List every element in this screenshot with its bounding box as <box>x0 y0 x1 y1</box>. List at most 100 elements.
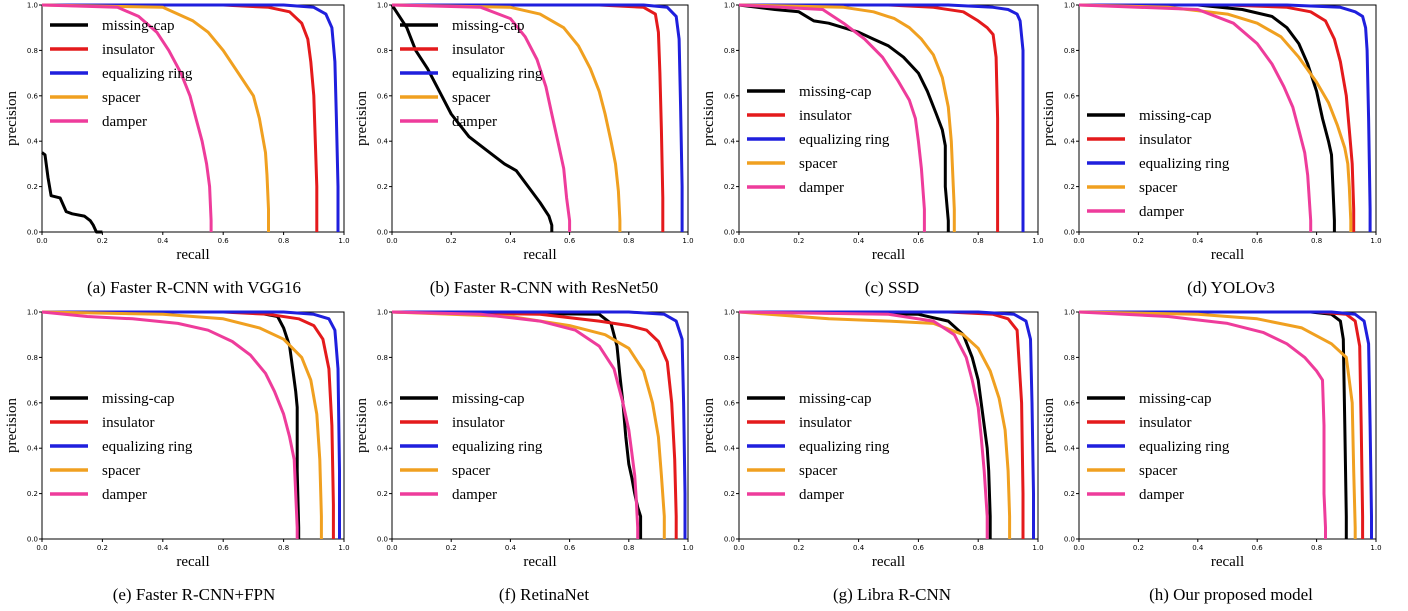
series-line-equalizing-ring <box>392 310 687 539</box>
x-axis-label: recall <box>872 554 905 570</box>
y-tick-label: 0.2 <box>1064 490 1075 498</box>
y-tick-label: 0.6 <box>377 399 389 407</box>
legend-label: insulator <box>102 415 155 431</box>
x-tick-label: 0.6 <box>218 237 230 245</box>
y-tick-label: 0.4 <box>1064 138 1076 146</box>
caption-g: (g) Libra R-CNN <box>832 585 952 604</box>
series-line-equalizing-ring <box>739 310 1035 539</box>
plot-frame <box>1078 311 1377 540</box>
legend-label: missing-cap <box>799 84 872 100</box>
x-tick-label: 0.8 <box>623 544 634 552</box>
x-tick-label: 1.0 <box>338 237 349 245</box>
legend-label: insulator <box>1139 415 1192 431</box>
series-line-damper <box>738 3 926 232</box>
x-tick-label: 0.4 <box>1192 544 1204 552</box>
y-tick-label: 0.0 <box>724 229 735 237</box>
caption-d: (d) YOLOv3 <box>1187 278 1275 297</box>
x-tick-label: 1.0 <box>682 237 693 245</box>
y-tick-label: 0.8 <box>724 354 735 362</box>
x-tick-label: 0.2 <box>793 237 804 245</box>
chart-panel-a: 0.0 0.2 0.4 0.6 0.8 1.0 0.0 0.2 0.4 0.6 0.8 1.0 reca… <box>4 2 350 264</box>
x-tick-label: 0.0 <box>36 544 47 552</box>
y-tick-label: 0.8 <box>1064 47 1075 55</box>
legend-label: equalizing ring <box>102 66 193 82</box>
legend-label: equalizing ring <box>1139 156 1230 172</box>
series-line-spacer <box>1078 3 1353 232</box>
x-tick-label: 0.8 <box>973 544 984 552</box>
y-tick-label: 0.2 <box>724 490 735 498</box>
legend: missing-cap insulator equalizing ring space… <box>400 391 543 503</box>
plot-frame <box>738 311 1039 540</box>
y-tick-label: 0.6 <box>27 92 39 100</box>
y-tick-label: 0.6 <box>377 92 389 100</box>
x-tick-label: 0.8 <box>1311 544 1322 552</box>
y-tick-label: 1.0 <box>724 309 735 317</box>
legend-label: damper <box>102 487 147 503</box>
x-tick-label: 0.0 <box>386 544 397 552</box>
x-tick-label: 1.0 <box>338 544 349 552</box>
plot-frame <box>391 4 689 233</box>
y-axis-label: precision <box>354 91 370 146</box>
legend-label: missing-cap <box>452 391 525 407</box>
series-line-spacer <box>41 310 323 539</box>
legend-label: spacer <box>452 463 490 479</box>
legend-label: equalizing ring <box>452 66 543 82</box>
y-tick-label: 0.2 <box>377 183 388 191</box>
y-tick-label: 1.0 <box>1064 309 1075 317</box>
chart-panel-c: 0.0 0.2 0.4 0.6 0.8 1.0 0.0 0.2 0.4 0.6 0.8 1.0 reca… <box>701 2 1044 264</box>
chart-panel-d: 0.0 0.2 0.4 0.6 0.8 1.0 0.0 0.2 0.4 0.6 0.8 1.0 reca… <box>1041 2 1382 264</box>
x-tick-label: 0.0 <box>733 544 744 552</box>
legend-label: spacer <box>1139 463 1177 479</box>
series-line-damper <box>391 310 640 539</box>
x-tick-label: 0.8 <box>278 237 289 245</box>
y-tick-label: 0.8 <box>724 47 735 55</box>
x-tick-label: 0.4 <box>505 544 517 552</box>
legend-label: missing-cap <box>799 391 872 407</box>
x-tick-label: 1.0 <box>1032 237 1043 245</box>
plot-frame <box>738 4 1039 233</box>
x-tick-label: 0.6 <box>913 237 925 245</box>
y-axis-label: precision <box>1041 91 1057 146</box>
y-tick-label: 0.2 <box>27 490 38 498</box>
legend-label: missing-cap <box>102 18 175 34</box>
legend-label: equalizing ring <box>452 439 543 455</box>
x-tick-label: 0.8 <box>973 237 984 245</box>
legend: missing-cap insulator equalizing ring space… <box>747 84 890 196</box>
y-tick-label: 0.4 <box>27 445 39 453</box>
plot-frame <box>41 4 345 233</box>
y-tick-label: 0.4 <box>1064 445 1076 453</box>
y-tick-label: 0.8 <box>27 47 38 55</box>
series-line-missing-cap <box>738 310 992 539</box>
x-tick-label: 0.4 <box>853 237 865 245</box>
chart-panel-f: 0.0 0.2 0.4 0.6 0.8 1.0 0.0 0.2 0.4 0.6 0.8 1.0 reca… <box>354 309 694 571</box>
legend: missing-cap insulator equalizing ring space… <box>50 391 193 503</box>
y-tick-label: 1.0 <box>377 309 388 317</box>
legend-label: insulator <box>102 42 155 58</box>
legend-label: insulator <box>452 415 505 431</box>
x-tick-label: 0.2 <box>446 544 457 552</box>
y-tick-label: 0.0 <box>724 536 735 544</box>
series-line-spacer <box>391 3 622 232</box>
x-tick-label: 0.6 <box>218 544 230 552</box>
x-tick-label: 0.0 <box>733 237 744 245</box>
y-tick-label: 0.6 <box>1064 92 1076 100</box>
y-axis-label: precision <box>4 398 20 453</box>
y-axis-label: precision <box>354 398 370 453</box>
x-tick-label: 0.4 <box>1192 237 1204 245</box>
series-line-damper <box>41 310 299 539</box>
legend-label: damper <box>102 114 147 130</box>
legend-label: equalizing ring <box>799 132 890 148</box>
y-axis-label: precision <box>4 91 20 146</box>
x-tick-label: 0.2 <box>446 237 457 245</box>
y-axis-label: precision <box>701 91 717 146</box>
x-tick-label: 0.2 <box>793 544 804 552</box>
x-axis-label: recall <box>523 247 556 263</box>
legend-label: equalizing ring <box>799 439 890 455</box>
legend-label: damper <box>452 487 497 503</box>
x-tick-label: 0.2 <box>1133 237 1144 245</box>
series-line-insulator <box>739 3 1000 232</box>
y-tick-label: 0.8 <box>377 354 388 362</box>
series-line-damper <box>391 3 572 232</box>
x-tick-label: 0.2 <box>97 544 108 552</box>
x-axis-label: recall <box>1211 554 1244 570</box>
